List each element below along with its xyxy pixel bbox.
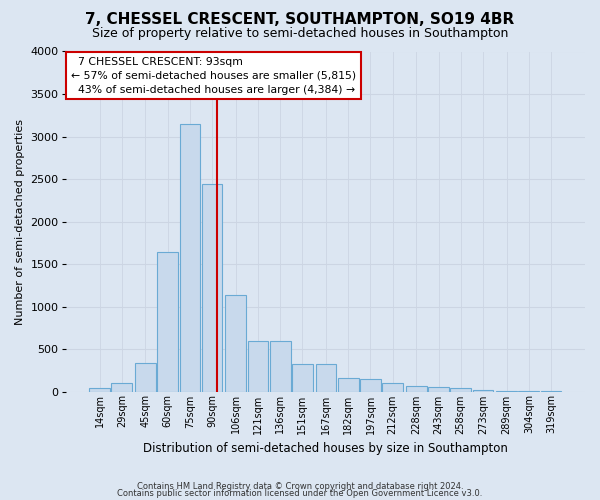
- Bar: [89, 388, 110, 392]
- Text: Contains HM Land Registry data © Crown copyright and database right 2024.: Contains HM Land Registry data © Crown c…: [137, 482, 463, 491]
- X-axis label: Distribution of semi-detached houses by size in Southampton: Distribution of semi-detached houses by …: [143, 442, 508, 455]
- Bar: [428, 387, 449, 392]
- Text: 7, CHESSEL CRESCENT, SOUTHAMPTON, SO19 4BR: 7, CHESSEL CRESCENT, SOUTHAMPTON, SO19 4…: [85, 12, 515, 28]
- Bar: [360, 379, 381, 392]
- Bar: [135, 362, 156, 392]
- Text: Size of property relative to semi-detached houses in Southampton: Size of property relative to semi-detach…: [92, 28, 508, 40]
- Bar: [451, 388, 471, 392]
- Text: 7 CHESSEL CRESCENT: 93sqm
← 57% of semi-detached houses are smaller (5,815)
  43: 7 CHESSEL CRESCENT: 93sqm ← 57% of semi-…: [71, 56, 356, 94]
- Bar: [248, 342, 268, 392]
- Bar: [382, 384, 403, 392]
- Bar: [202, 184, 223, 392]
- Bar: [406, 386, 427, 392]
- Bar: [316, 364, 337, 392]
- Bar: [112, 384, 132, 392]
- Text: Contains public sector information licensed under the Open Government Licence v3: Contains public sector information licen…: [118, 490, 482, 498]
- Bar: [338, 378, 359, 392]
- Bar: [179, 124, 200, 392]
- Bar: [292, 364, 313, 392]
- Y-axis label: Number of semi-detached properties: Number of semi-detached properties: [15, 118, 25, 324]
- Bar: [157, 252, 178, 392]
- Bar: [226, 296, 246, 392]
- Bar: [473, 390, 493, 392]
- Bar: [270, 342, 290, 392]
- Bar: [496, 391, 517, 392]
